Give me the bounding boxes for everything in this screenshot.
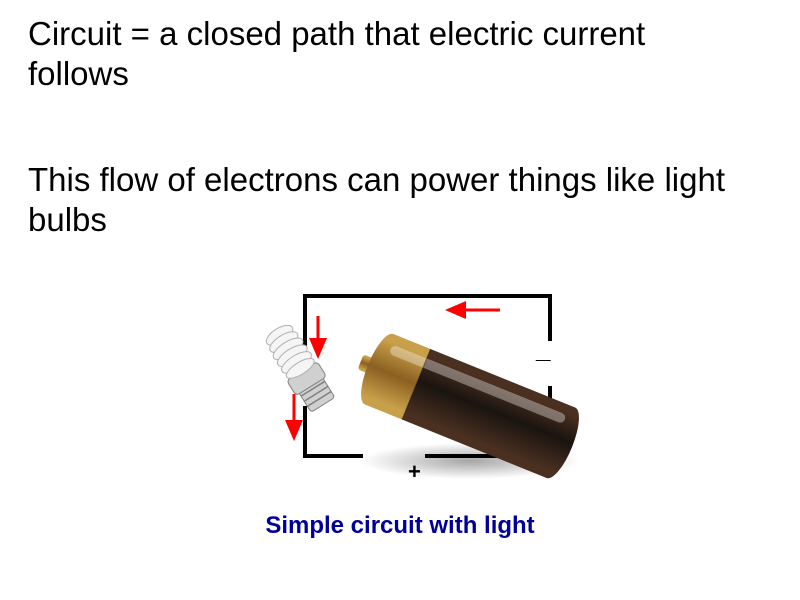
diagram-caption: Simple circuit with light xyxy=(210,512,590,540)
terminal-minus-label: _ xyxy=(536,334,550,365)
heading-electron-flow: This flow of electrons can power things … xyxy=(28,160,768,239)
terminal-plus-label: + xyxy=(408,459,421,485)
circuit-svg xyxy=(210,286,590,506)
circuit-diagram: + _ Simple circuit with light xyxy=(210,286,590,546)
heading-circuit-definition: Circuit = a closed path that electric cu… xyxy=(28,14,748,93)
lightbulb-icon xyxy=(261,320,339,415)
